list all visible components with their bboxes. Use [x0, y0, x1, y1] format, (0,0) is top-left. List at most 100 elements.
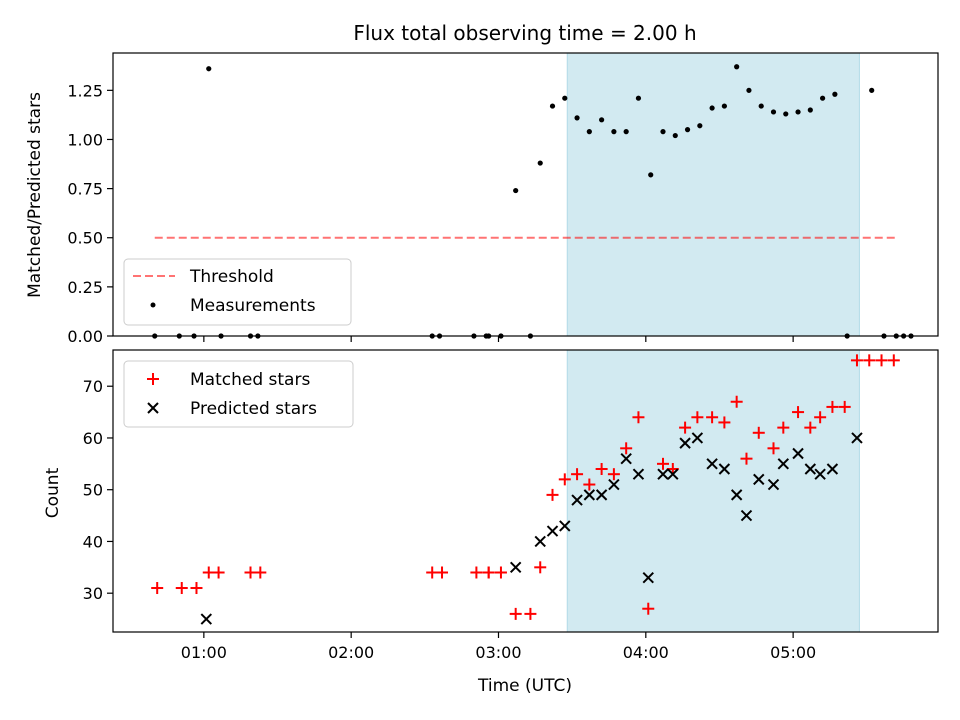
matched-star-point — [814, 411, 827, 424]
top-y-tick-label: 0.25 — [67, 278, 103, 297]
legend-matched-label: Matched stars — [190, 370, 310, 390]
matched-star-point — [752, 426, 765, 439]
measurement-point — [869, 87, 875, 93]
matched-star-point — [767, 442, 780, 455]
x-tick-label: 05:00 — [770, 643, 816, 662]
predicted-star-point — [200, 613, 213, 625]
bottom-y-tick-label: 30 — [83, 584, 103, 603]
matched-star-point — [190, 582, 203, 595]
predicted-star-point — [642, 571, 654, 584]
predicted-star-point — [792, 447, 804, 460]
matched-star-point — [632, 411, 645, 424]
x-tick-label: 02:00 — [328, 643, 374, 662]
measurement-point — [611, 129, 617, 135]
measurement-point — [562, 95, 568, 101]
predicted-star-point — [595, 489, 608, 501]
matched-star-point — [436, 566, 449, 579]
bottom-axes-frame — [112, 349, 939, 633]
predicted-star-point — [534, 535, 546, 548]
measurement-point — [758, 103, 764, 109]
x-tick-label: 04:00 — [623, 643, 669, 662]
measurement-point — [697, 123, 703, 129]
measurement-point — [709, 105, 715, 111]
predicted-star-point — [583, 489, 596, 501]
predicted-star-point — [706, 458, 718, 470]
predicted-star-point — [814, 468, 826, 480]
matched-star-point — [494, 566, 507, 579]
legend-measurements-label: Measurements — [190, 296, 316, 316]
top-y-tick-label: 1.00 — [67, 130, 103, 149]
measurement-point — [537, 160, 543, 166]
matched-star-point — [804, 421, 817, 434]
measurement-point — [807, 107, 813, 113]
measurement-point — [513, 187, 519, 194]
bottom-y-axis-label: Count — [43, 467, 63, 518]
measurement-point — [635, 95, 642, 101]
matched-star-point — [607, 468, 620, 481]
measurement-point — [684, 127, 691, 133]
predicted-star-point — [718, 463, 731, 475]
predicted-star-point — [559, 520, 571, 532]
matched-star-point — [509, 607, 522, 620]
measurement-point — [574, 115, 580, 121]
predicted-star-point — [767, 478, 780, 491]
matched-star-point — [863, 354, 876, 367]
measurement-point — [734, 64, 740, 70]
legend-predicted-swatch — [147, 402, 159, 414]
predicted-star-point — [632, 468, 645, 480]
predicted-star-point — [657, 468, 669, 480]
chart-title: Flux total observing time = 2.00 h — [353, 21, 696, 45]
bottom-y-tick-label: 70 — [83, 377, 103, 396]
measurement-point — [623, 129, 629, 135]
predicted-star-point — [608, 478, 620, 491]
measurement-point — [660, 129, 666, 135]
top-panel: 0.00 0.25 0.50 0.75 1.00 1.25 Matched/Predict… — [25, 52, 939, 346]
top-axes-frame — [112, 52, 939, 337]
measurement-point — [783, 111, 789, 117]
matched-star-point — [583, 478, 596, 491]
matched-star-point — [642, 602, 655, 615]
matched-star-point — [730, 395, 743, 408]
predicted-star-point — [740, 509, 753, 522]
predicted-star-point — [546, 525, 559, 537]
measurement-point — [648, 172, 654, 178]
matched-star-point — [706, 411, 719, 424]
legend-measurements-swatch — [150, 302, 156, 308]
matched-star-point — [850, 354, 863, 367]
matched-star-point — [595, 463, 608, 476]
legend-threshold-label: Threshold — [189, 267, 274, 287]
measurement-point — [586, 129, 592, 135]
predicted-star-point — [571, 494, 583, 506]
predicted-star-point — [667, 468, 679, 480]
predicted-star-point — [620, 452, 632, 465]
measurement-point — [599, 117, 605, 123]
matched-star-point — [740, 452, 753, 465]
matched-star-point — [175, 582, 188, 595]
x-tick-label: 03:00 — [475, 643, 521, 662]
top-y-axis-label: Matched/Predicted stars — [25, 92, 45, 298]
predicted-star-point — [804, 463, 817, 475]
predicted-star-point — [851, 432, 863, 444]
matched-star-point — [482, 566, 495, 579]
top-legend-frame — [123, 258, 352, 326]
top-observing-span — [566, 52, 860, 337]
bottom-y-tick-label: 60 — [83, 429, 103, 448]
matched-star-point — [534, 561, 547, 574]
measurement-point — [770, 109, 777, 115]
matched-star-point — [620, 442, 633, 455]
measurement-point — [672, 132, 678, 139]
predicted-star-point — [826, 463, 839, 475]
top-legend: Threshold Measurements — [123, 258, 352, 326]
matched-star-point — [718, 416, 731, 429]
matched-star-point — [571, 468, 584, 481]
predicted-star-point — [777, 458, 790, 470]
measurement-point — [795, 109, 801, 115]
matched-star-point — [826, 400, 839, 413]
matched-star-point — [691, 411, 704, 424]
legend-predicted-label: Predicted stars — [190, 399, 317, 419]
measurement-point — [746, 87, 752, 93]
top-y-tick-label: 0.00 — [67, 327, 103, 346]
bottom-legend: Matched stars Predicted stars — [123, 360, 354, 428]
matched-star-point — [679, 421, 692, 434]
